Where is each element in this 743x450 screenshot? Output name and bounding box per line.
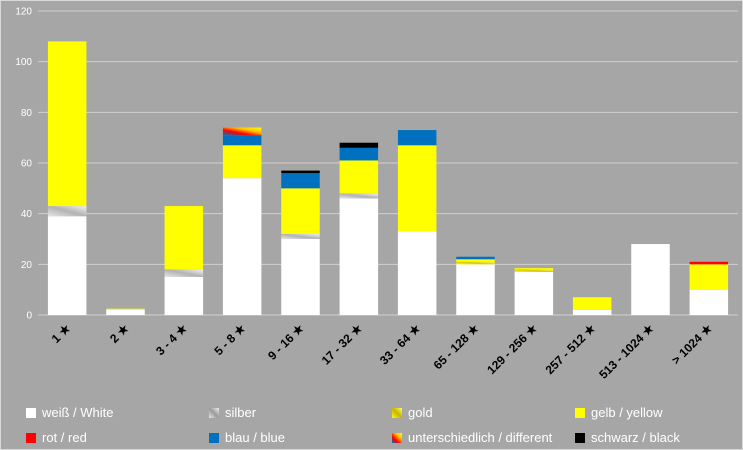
legend-swatch <box>575 432 585 443</box>
legend-label: unterschiedlich / different <box>408 430 553 445</box>
legend-label: weiß / White <box>42 405 114 420</box>
bar-segment <box>631 244 670 315</box>
y-tick-label: 40 <box>21 209 33 220</box>
legend-swatch <box>392 432 402 443</box>
legend-label: schwarz / black <box>591 430 680 445</box>
bar-segment <box>222 135 262 146</box>
bar-segment <box>456 261 495 265</box>
bar-segment <box>514 268 554 270</box>
bar-segment <box>397 231 437 315</box>
legend-swatch <box>209 407 219 418</box>
bar-segment <box>106 308 145 310</box>
bar-segment <box>689 261 729 265</box>
x-tick-label: 65 - 128 ★ <box>431 321 482 372</box>
legend-item: schwarz / black <box>575 430 680 445</box>
bar-segment <box>339 198 379 315</box>
bar-segment <box>281 233 320 239</box>
x-tick-label: 513 - 1024 ★ <box>596 321 657 382</box>
bar-segment <box>222 145 262 179</box>
bars <box>47 41 729 315</box>
x-tick-label: 33 - 64 ★ <box>377 321 423 367</box>
bar-segment <box>47 41 87 207</box>
x-tick-label: 1 ★ <box>49 321 74 346</box>
legend-item: silber <box>209 405 256 420</box>
x-tick-label: 9 - 16 ★ <box>265 321 307 363</box>
bar-segment <box>106 309 145 315</box>
legend-swatch <box>26 407 36 418</box>
bar-segment <box>47 206 87 217</box>
bar-segment <box>222 127 262 136</box>
legend-item: gelb / yellow <box>575 405 663 420</box>
legend-label: gelb / yellow <box>591 405 663 420</box>
bar-segment <box>281 173 320 189</box>
bar-segment <box>47 216 87 315</box>
bar-segment <box>339 193 379 199</box>
y-tick-label: 20 <box>21 260 33 271</box>
bar-segment <box>514 271 554 315</box>
bar-segment <box>339 160 379 194</box>
bar-segment <box>339 147 379 161</box>
legend-item: weiß / White <box>26 405 114 420</box>
legend-label: blau / blue <box>225 430 285 445</box>
y-tick-label: 100 <box>15 57 32 68</box>
bar-segment <box>572 309 612 315</box>
legend: weiß / White silber gold gelb / yellow rot /… <box>1 399 743 449</box>
x-tick-label: 3 - 4 ★ <box>153 321 190 358</box>
stacked-bar-chart: 0 20 40 60 80 100 120 1 ★ 2 ★ 3 - 4 ★ 5 - 8 ★ 9 - … <box>15 7 738 382</box>
legend-swatch <box>26 432 36 443</box>
legend-item: gold <box>392 405 433 420</box>
x-tick-label: > 1024 ★ <box>669 321 715 367</box>
bar-segment <box>222 178 262 315</box>
x-tick-label: 5 - 8 ★ <box>211 321 248 358</box>
legend-swatch <box>392 407 402 418</box>
bar-segment <box>164 206 204 270</box>
bar-segment <box>689 289 729 315</box>
x-axis-ticks: 1 ★ 2 ★ 3 - 4 ★ 5 - 8 ★ 9 - 16 ★ 17 - 32 ★ 33 … <box>49 321 715 382</box>
bar-segment <box>456 259 495 262</box>
bar-segment <box>397 145 437 232</box>
legend-swatch <box>575 407 585 418</box>
bar-segment <box>281 170 320 174</box>
x-tick-label: 257 - 512 ★ <box>543 321 599 377</box>
bar-segment <box>572 297 612 310</box>
bar-segment <box>514 269 554 272</box>
legend-item: unterschiedlich / different <box>392 430 552 445</box>
x-tick-label: 129 - 256 ★ <box>484 321 540 377</box>
x-tick-label: 17 - 32 ★ <box>319 321 365 367</box>
bar-segment <box>339 142 379 148</box>
legend-item: rot / red <box>26 430 87 445</box>
gridlines <box>38 10 738 316</box>
legend-label: rot / red <box>42 430 87 445</box>
y-tick-label: 80 <box>21 108 33 119</box>
bar-segment <box>689 264 729 290</box>
bar-segment <box>397 130 437 146</box>
y-axis-ticks: 0 20 40 60 80 100 120 <box>15 7 32 322</box>
x-tick-label: 2 ★ <box>107 321 132 346</box>
legend-swatch <box>209 432 219 443</box>
bar-segment <box>164 277 204 315</box>
y-tick-label: 120 <box>15 7 32 18</box>
bar-segment <box>456 256 495 260</box>
bar-segment <box>281 239 320 315</box>
bar-segment <box>281 188 320 234</box>
legend-label: silber <box>225 405 257 420</box>
bar-segment <box>164 269 204 277</box>
bar-segment <box>456 264 495 315</box>
y-tick-label: 0 <box>26 311 32 322</box>
legend-label: gold <box>408 405 433 420</box>
y-tick-label: 60 <box>21 159 33 170</box>
legend-item: blau / blue <box>209 430 285 445</box>
